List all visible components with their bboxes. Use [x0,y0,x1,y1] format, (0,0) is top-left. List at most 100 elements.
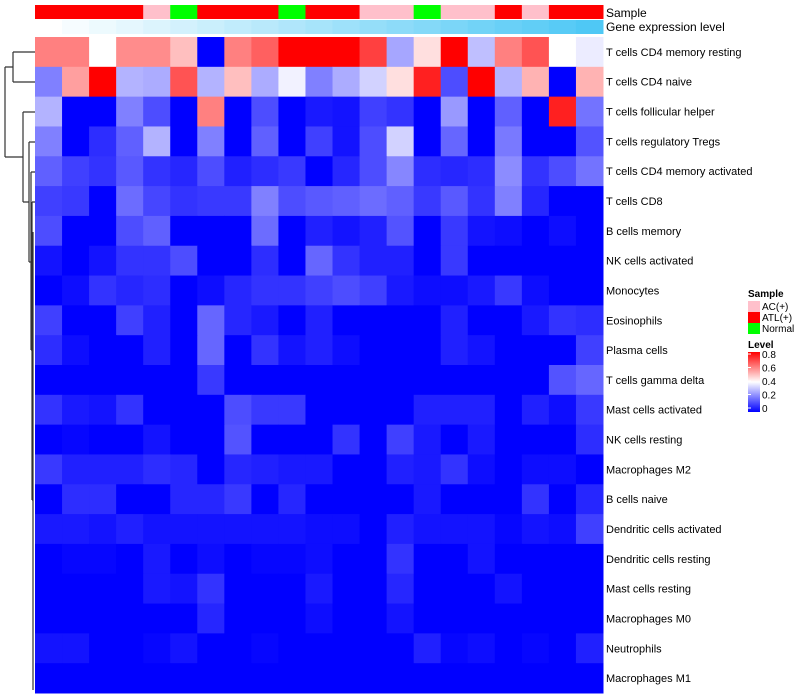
heatmap-cell [251,37,279,68]
heatmap-cell [278,573,306,605]
heatmap-cell [440,186,469,217]
heatmap-cell [548,215,577,247]
heatmap-cell [197,573,225,605]
heatmap-cell [278,603,306,634]
heatmap-cell [467,126,496,157]
heatmap-cell [332,215,361,247]
heatmap-cell [332,633,361,664]
heatmap-cell [35,663,63,694]
heatmap-cell [170,335,198,366]
heatmap-cell [413,215,442,247]
heatmap-cell [467,633,496,664]
gene-level-annotation-cell [413,20,442,34]
heatmap-cell [494,454,523,485]
row-label: T cells follicular helper [606,107,715,119]
heatmap-cell [197,245,225,277]
heatmap-cell [305,394,334,426]
heatmap-cell [575,186,604,217]
heatmap-cell [35,365,63,396]
heatmap-cell [224,633,252,664]
heatmap-cell [386,37,415,68]
heatmap-cell [332,394,361,426]
heatmap-cell [305,663,334,694]
heatmap-cell [386,305,415,336]
heatmap-cell [305,335,334,366]
heatmap-cell [521,186,550,217]
gene-level-annotation-cell [332,20,361,34]
heatmap-cell [494,245,523,277]
heatmap-cell [143,424,171,455]
heatmap-cell [170,454,198,485]
sample-annotation-cell [494,5,523,19]
heatmap-cell [575,633,604,664]
heatmap-cell [116,514,144,545]
heatmap-cell [197,514,225,545]
heatmap-cell [305,365,334,396]
heatmap-cell [197,633,225,664]
heatmap-cell [494,603,523,634]
heatmap-cell [332,66,361,98]
heatmap-cell [197,603,225,634]
heatmap-cell [521,365,550,396]
heatmap-cell [116,454,144,485]
heatmap-cell [278,514,306,545]
heatmap-cell [305,156,334,187]
heatmap-cell [386,454,415,485]
heatmap-cell [386,245,415,277]
heatmap-cell [548,156,577,187]
heatmap-cell [332,96,361,127]
heatmap-cell [440,245,469,277]
gene-level-annotation-cell [197,20,225,34]
row-labels: T cells CD4 memory resting T cells CD4 na… [606,47,753,685]
heatmap-cell [386,126,415,157]
heatmap-cell [116,663,144,694]
row-label: NK cells resting [606,435,682,447]
heatmap-cell [197,394,225,426]
heatmap-cell [575,37,604,68]
heatmap-cell [170,215,198,247]
heatmap-cell [359,126,388,157]
heatmap-cell [494,573,523,605]
heatmap-cell [440,573,469,605]
heatmap-cell [224,514,252,545]
heatmap-cell [467,484,496,515]
heatmap-cell [494,394,523,426]
heatmap-cell [197,365,225,396]
heatmap-cell [35,275,63,306]
heatmap-cell [386,96,415,127]
row-label: Neutrophils [606,643,662,655]
heatmap-cell [35,245,63,277]
sample-annotation-cell [467,5,496,19]
heatmap-cell [440,66,469,98]
gene-level-annotation-cell [467,20,496,34]
heatmap-cell [494,633,523,664]
heatmap-cell [89,245,117,277]
gene-level-annotation-cell [116,20,144,34]
heatmap-cell [251,156,279,187]
heatmap-cell [278,156,306,187]
heatmap-cell [116,573,144,605]
heatmap-cell [251,543,279,575]
heatmap-cell [89,66,117,98]
heatmap-cell [467,335,496,366]
sample-annotation-bar [35,5,604,19]
heatmap-cell [224,365,252,396]
heatmap-cell [62,365,90,396]
sample-annotation-cell [35,5,63,19]
heatmap-cell [413,514,442,545]
heatmap-cell [494,543,523,575]
heatmap-cell [143,603,171,634]
heatmap-cell [521,126,550,157]
heatmap-cell [251,394,279,426]
heatmap-cell [575,156,604,187]
row-label: NK cells activated [606,256,693,268]
heatmap-cell [197,126,225,157]
heatmap-cell [278,424,306,455]
heatmap-cell [62,215,90,247]
heatmap-cell [548,633,577,664]
row-label: Macrophages M2 [606,464,691,476]
heatmap-cell [548,245,577,277]
sample-annotation-cell [251,5,279,19]
heatmap-cell [62,663,90,694]
heatmap-cell [251,186,279,217]
